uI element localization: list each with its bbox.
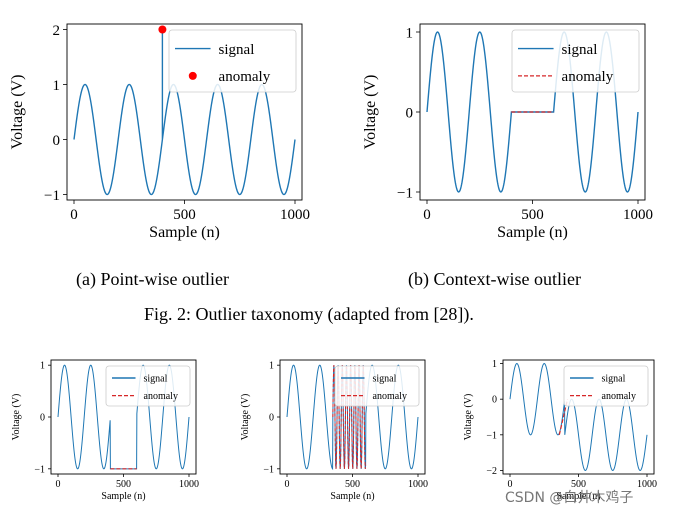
x-tick-label-d: 0 — [285, 479, 290, 490]
legend-a: signal anomaly — [168, 29, 297, 93]
chart-a: 0 500 1000 −1 0 1 2 Sample (n) Voltage (V) signal… — [9, 23, 310, 241]
x-axis-label-d: Sample (n) — [330, 491, 374, 502]
chart-e: 0 500 1000 −2 −1 0 1 Sample (n) Voltage (V) signa… — [463, 359, 657, 502]
figure-caption: Fig. 2: Outlier taxonomy (adapted from [… — [144, 304, 474, 324]
y-tick-label-e: 1 — [492, 359, 497, 370]
y-tick-label-c: 1 — [40, 361, 45, 372]
x-tick-label-a: 0 — [70, 207, 78, 223]
subcaption-a: (a) Point-wise outlier — [76, 269, 229, 289]
chart-b: 0 500 1000 −1 0 1 Sample (n) Voltage (V) signal a… — [362, 23, 653, 241]
legend-label-signal-e: signal — [602, 374, 626, 385]
x-axis-label-a: Sample (n) — [149, 224, 220, 241]
x-tick-label-d: 1000 — [408, 479, 428, 490]
y-axis-label-a: Voltage (V) — [9, 75, 26, 150]
anomaly-point-a — [158, 25, 167, 34]
y-tick-label-c: 0 — [40, 413, 45, 424]
x-axis-label-c: Sample (n) — [101, 491, 145, 502]
legend-key-anomaly-a — [188, 71, 197, 80]
y-axis-label-c: Voltage (V) — [11, 394, 22, 441]
x-tick-label-b: 0 — [423, 207, 431, 223]
x-tick-label-e: 0 — [508, 479, 513, 490]
x-tick-label-e: 500 — [571, 479, 586, 490]
x-tick-label-e: 1000 — [637, 479, 657, 490]
watermark: CSDN @白井木鸡子 — [505, 490, 634, 506]
y-tick-label-a: 0 — [53, 133, 61, 149]
y-tick-label-a: 1 — [53, 78, 61, 94]
x-tick-label-d: 500 — [345, 479, 360, 490]
chart-d: 0 500 1000 −1 0 1 Sample (n) Voltage (V) signal a… — [240, 359, 428, 502]
legend-label-signal-c: signal — [144, 374, 168, 385]
y-tick-label-d: 0 — [269, 413, 274, 424]
subcaption-b: (b) Context-wise outlier — [408, 269, 581, 289]
legend-b: signal anomaly — [511, 29, 640, 93]
legend-box-a — [168, 29, 297, 93]
chart-c: 0 500 1000 −1 0 1 Sample (n) Voltage (V) signal a… — [11, 359, 199, 502]
y-tick-label-e: −1 — [486, 430, 497, 441]
x-tick-label-c: 500 — [116, 479, 131, 490]
legend-label-anomaly-d: anomaly — [373, 391, 407, 402]
x-axis-label-e: Sample (n) — [556, 491, 600, 502]
legend-label-signal-d: signal — [373, 374, 397, 385]
legend-e: signal anomaly — [563, 365, 649, 407]
y-axis-label-e: Voltage (V) — [463, 394, 474, 441]
x-tick-label-a: 500 — [173, 207, 196, 223]
x-tick-label-a: 1000 — [280, 207, 310, 223]
x-tick-label-c: 1000 — [179, 479, 199, 490]
y-tick-label-b: −1 — [397, 185, 413, 201]
y-tick-label-e: −2 — [486, 466, 497, 477]
x-tick-label-b: 1000 — [623, 207, 653, 223]
y-tick-label-b: 1 — [406, 25, 414, 41]
y-tick-label-a: 2 — [53, 23, 61, 39]
legend-label-signal-b: signal — [562, 42, 598, 58]
y-tick-label-a: −1 — [44, 188, 60, 204]
y-tick-label-c: −1 — [34, 464, 45, 475]
y-axis-label-d: Voltage (V) — [240, 394, 251, 441]
legend-label-anomaly-b: anomaly — [562, 69, 614, 85]
legend-box-b — [511, 29, 640, 93]
y-tick-label-b: 0 — [406, 105, 414, 121]
legend-d: signal anomaly — [334, 365, 420, 407]
x-tick-label-c: 0 — [56, 479, 61, 490]
y-tick-label-d: −1 — [263, 464, 274, 475]
legend-label-anomaly-e: anomaly — [602, 391, 636, 402]
y-tick-label-e: 0 — [492, 395, 497, 406]
legend-label-anomaly-c: anomaly — [144, 391, 178, 402]
legend-label-signal-a: signal — [219, 42, 255, 58]
y-tick-label-d: 1 — [269, 361, 274, 372]
legend-label-anomaly-a: anomaly — [219, 69, 271, 85]
legend-c: signal anomaly — [105, 365, 191, 407]
x-axis-label-b: Sample (n) — [497, 224, 568, 241]
x-tick-label-b: 500 — [521, 207, 544, 223]
signal-line-a — [73, 29, 296, 196]
y-axis-label-b: Voltage (V) — [362, 75, 379, 150]
